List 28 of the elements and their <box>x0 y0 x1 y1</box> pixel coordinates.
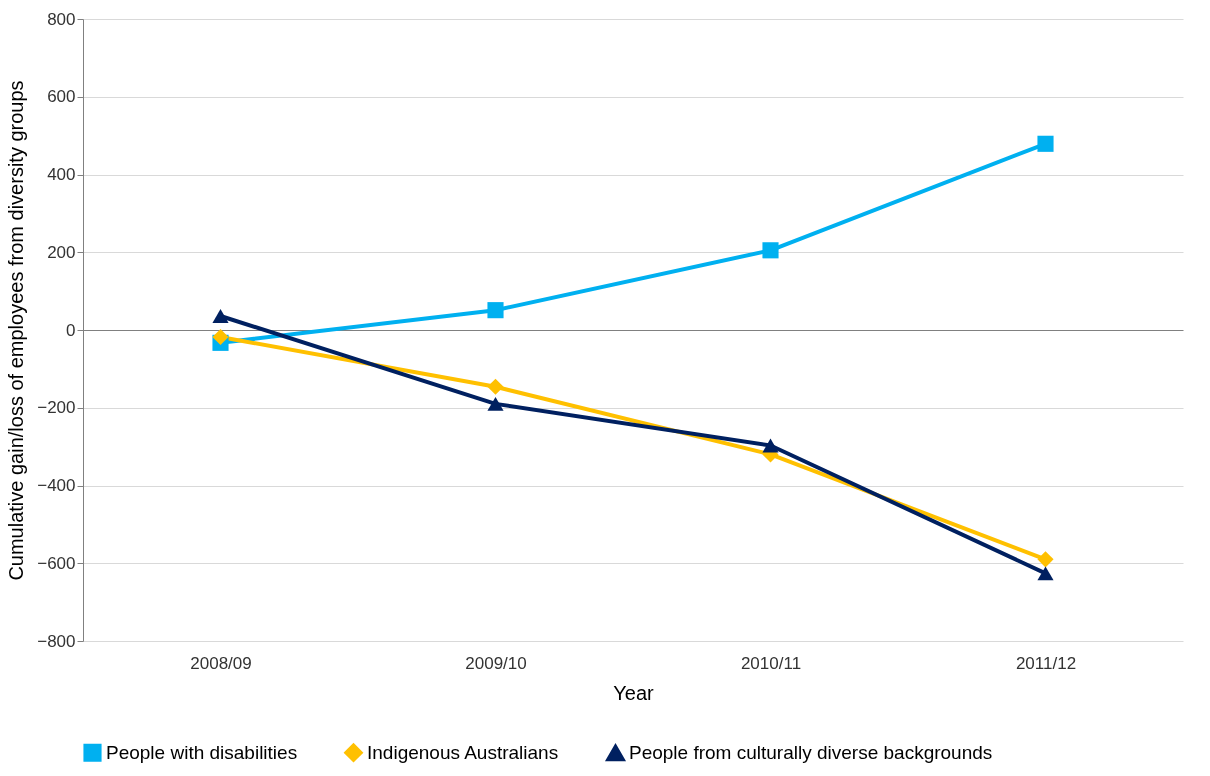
y-tick-label: −600 <box>37 553 76 573</box>
point <box>1037 566 1054 581</box>
y-tick-label: −200 <box>37 398 76 418</box>
y-tick-label: −800 <box>37 631 76 651</box>
point <box>762 438 779 453</box>
legend-label: People from culturally diverse backgrounds <box>629 742 993 764</box>
x-tick-label: 2009/10 <box>465 653 527 673</box>
y-axis-title: Cumulative gain/loss of employees from diversity groups <box>5 80 28 581</box>
y-tick-label: 200 <box>47 242 76 262</box>
point <box>212 309 229 323</box>
legend-label: People with disabilities <box>106 741 298 763</box>
point <box>212 328 229 346</box>
point <box>487 302 504 319</box>
y-tick-label: 600 <box>47 87 76 107</box>
y-tick-label: −400 <box>37 476 76 495</box>
point <box>487 396 504 411</box>
point <box>1037 551 1054 568</box>
y-tick-label: 400 <box>47 165 76 184</box>
y-tick-label: 0 <box>66 320 76 340</box>
point <box>1037 135 1054 152</box>
legend-label: Indigenous Australians <box>367 741 559 763</box>
x-axis-title: Year <box>613 681 655 704</box>
x-tick-label: 2011/12 <box>1015 653 1077 673</box>
x-tick-label: 2008/09 <box>190 653 252 673</box>
y-tick-label: 800 <box>47 9 76 29</box>
point <box>762 242 779 259</box>
x-tick-label: 2010/11 <box>740 653 802 673</box>
point <box>487 378 504 395</box>
